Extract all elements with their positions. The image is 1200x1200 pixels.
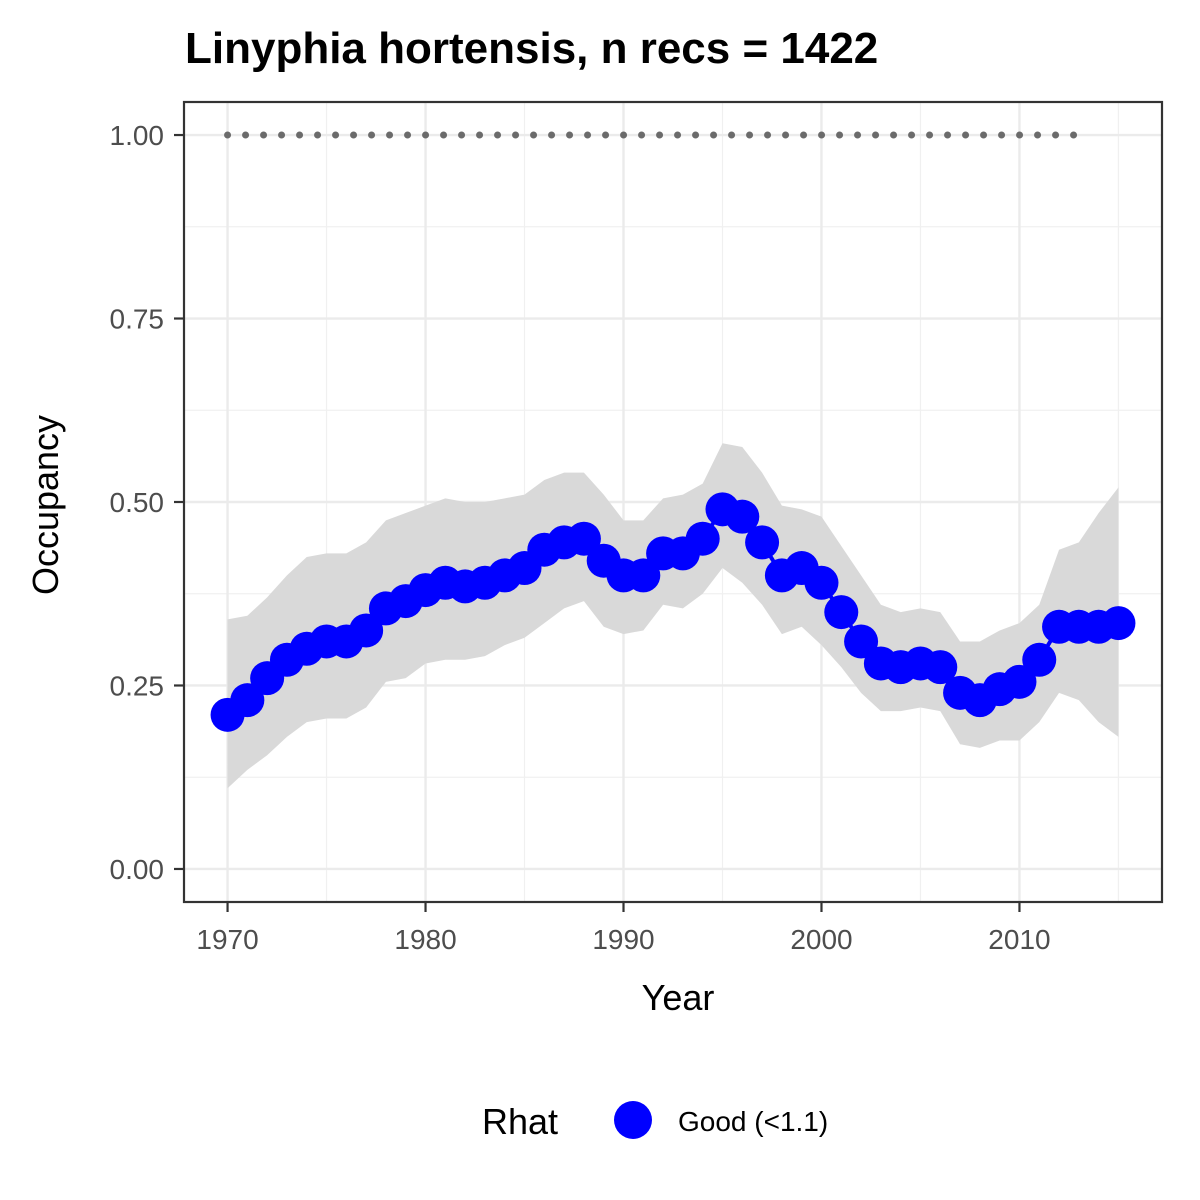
occupancy-point [626,558,661,593]
y-axis-title: Occupancy [25,415,66,595]
x-tick-label: 2010 [988,924,1050,955]
occupancy-point [685,521,720,556]
x-tick-label: 1970 [196,924,258,955]
occupancy-point [844,624,879,659]
legend: Rhat Good (<1.1) [482,1101,828,1142]
chart-title: Linyphia hortensis, n recs = 1422 [185,24,878,73]
occupancy-point [923,650,958,685]
occupancy-point [745,525,780,560]
occupancy-point [566,521,601,556]
y-tick-label: 0.75 [110,304,165,335]
occupancy-point [725,499,760,534]
legend-title: Rhat [482,1101,558,1142]
x-tick-label: 1980 [394,924,456,955]
axes: 0.00 0.25 0.50 0.75 1.00 1970 1980 1990 2000 2010 [110,120,1051,955]
x-tick-label: 2000 [790,924,852,955]
y-tick-label: 0.50 [110,487,165,518]
occupancy-point [1022,642,1057,677]
occupancy-point [804,565,839,600]
y-tick-label: 0.25 [110,670,165,701]
x-tick-label: 1990 [592,924,654,955]
occupancy-point [1002,664,1037,699]
occupancy-point [230,683,265,718]
y-tick-label: 0.00 [110,854,165,885]
occupancy-series [210,492,1136,732]
legend-key-circle [614,1101,652,1139]
credible-interval-band [227,443,1119,789]
y-tick-label: 1.00 [110,120,165,151]
occupancy-point [824,595,859,630]
occupancy-point [349,613,384,648]
occupancy-point [1101,606,1136,641]
confidence-band [227,443,1119,789]
x-axis-title: Year [642,977,715,1018]
legend-label-good: Good (<1.1) [678,1106,828,1137]
